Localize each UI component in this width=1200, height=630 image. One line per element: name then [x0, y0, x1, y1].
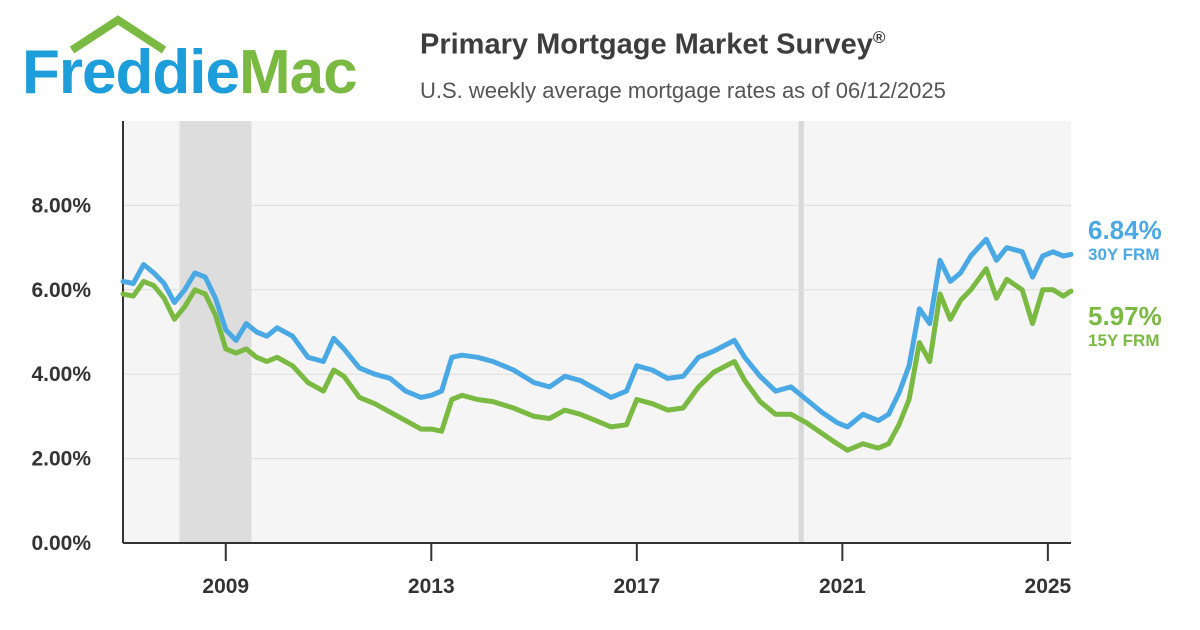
- chart-subtitle: U.S. weekly average mortgage rates as of…: [420, 78, 946, 103]
- chart-title-text: Primary Mortgage Market Survey: [420, 28, 873, 61]
- y-tick-label: 6.00%: [31, 279, 91, 302]
- latest-15y: 5.97% 15Y FRM: [1088, 302, 1162, 352]
- chart-title: Primary Mortgage Market Survey®: [420, 28, 885, 62]
- latest-15y-label: 15Y FRM: [1088, 331, 1160, 350]
- x-tick-label: 2009: [202, 575, 249, 598]
- latest-30y: 6.84% 30Y FRM: [1088, 216, 1162, 266]
- latest-15y-value: 5.97%: [1088, 301, 1162, 331]
- latest-30y-label: 30Y FRM: [1088, 245, 1160, 264]
- series-line-15y-frm: [120, 266, 1074, 453]
- plot-background: [123, 121, 1071, 543]
- series-line-30y-frm: [120, 236, 1074, 430]
- logo-freddie: Freddie: [22, 38, 240, 107]
- x-tick-label: 2013: [408, 575, 455, 598]
- y-tick-label: 8.00%: [31, 194, 91, 217]
- freddie-mac-logo: FreddieMac: [22, 14, 392, 110]
- logo-mac: Mac: [238, 38, 358, 107]
- y-tick-label: 0.00%: [31, 532, 91, 555]
- recession-shading-1: [798, 121, 804, 543]
- registered-mark: ®: [872, 28, 886, 47]
- logo-wordmark: FreddieMac: [22, 42, 358, 104]
- x-tick-label: 2025: [1025, 575, 1072, 598]
- y-tick-label: 4.00%: [31, 363, 91, 386]
- house-roof-icon: [69, 15, 167, 54]
- x-tick-label: 2017: [613, 575, 660, 598]
- latest-30y-value: 6.84%: [1088, 215, 1162, 245]
- x-tick-label: 2021: [819, 575, 866, 598]
- y-tick-label: 2.00%: [31, 448, 91, 471]
